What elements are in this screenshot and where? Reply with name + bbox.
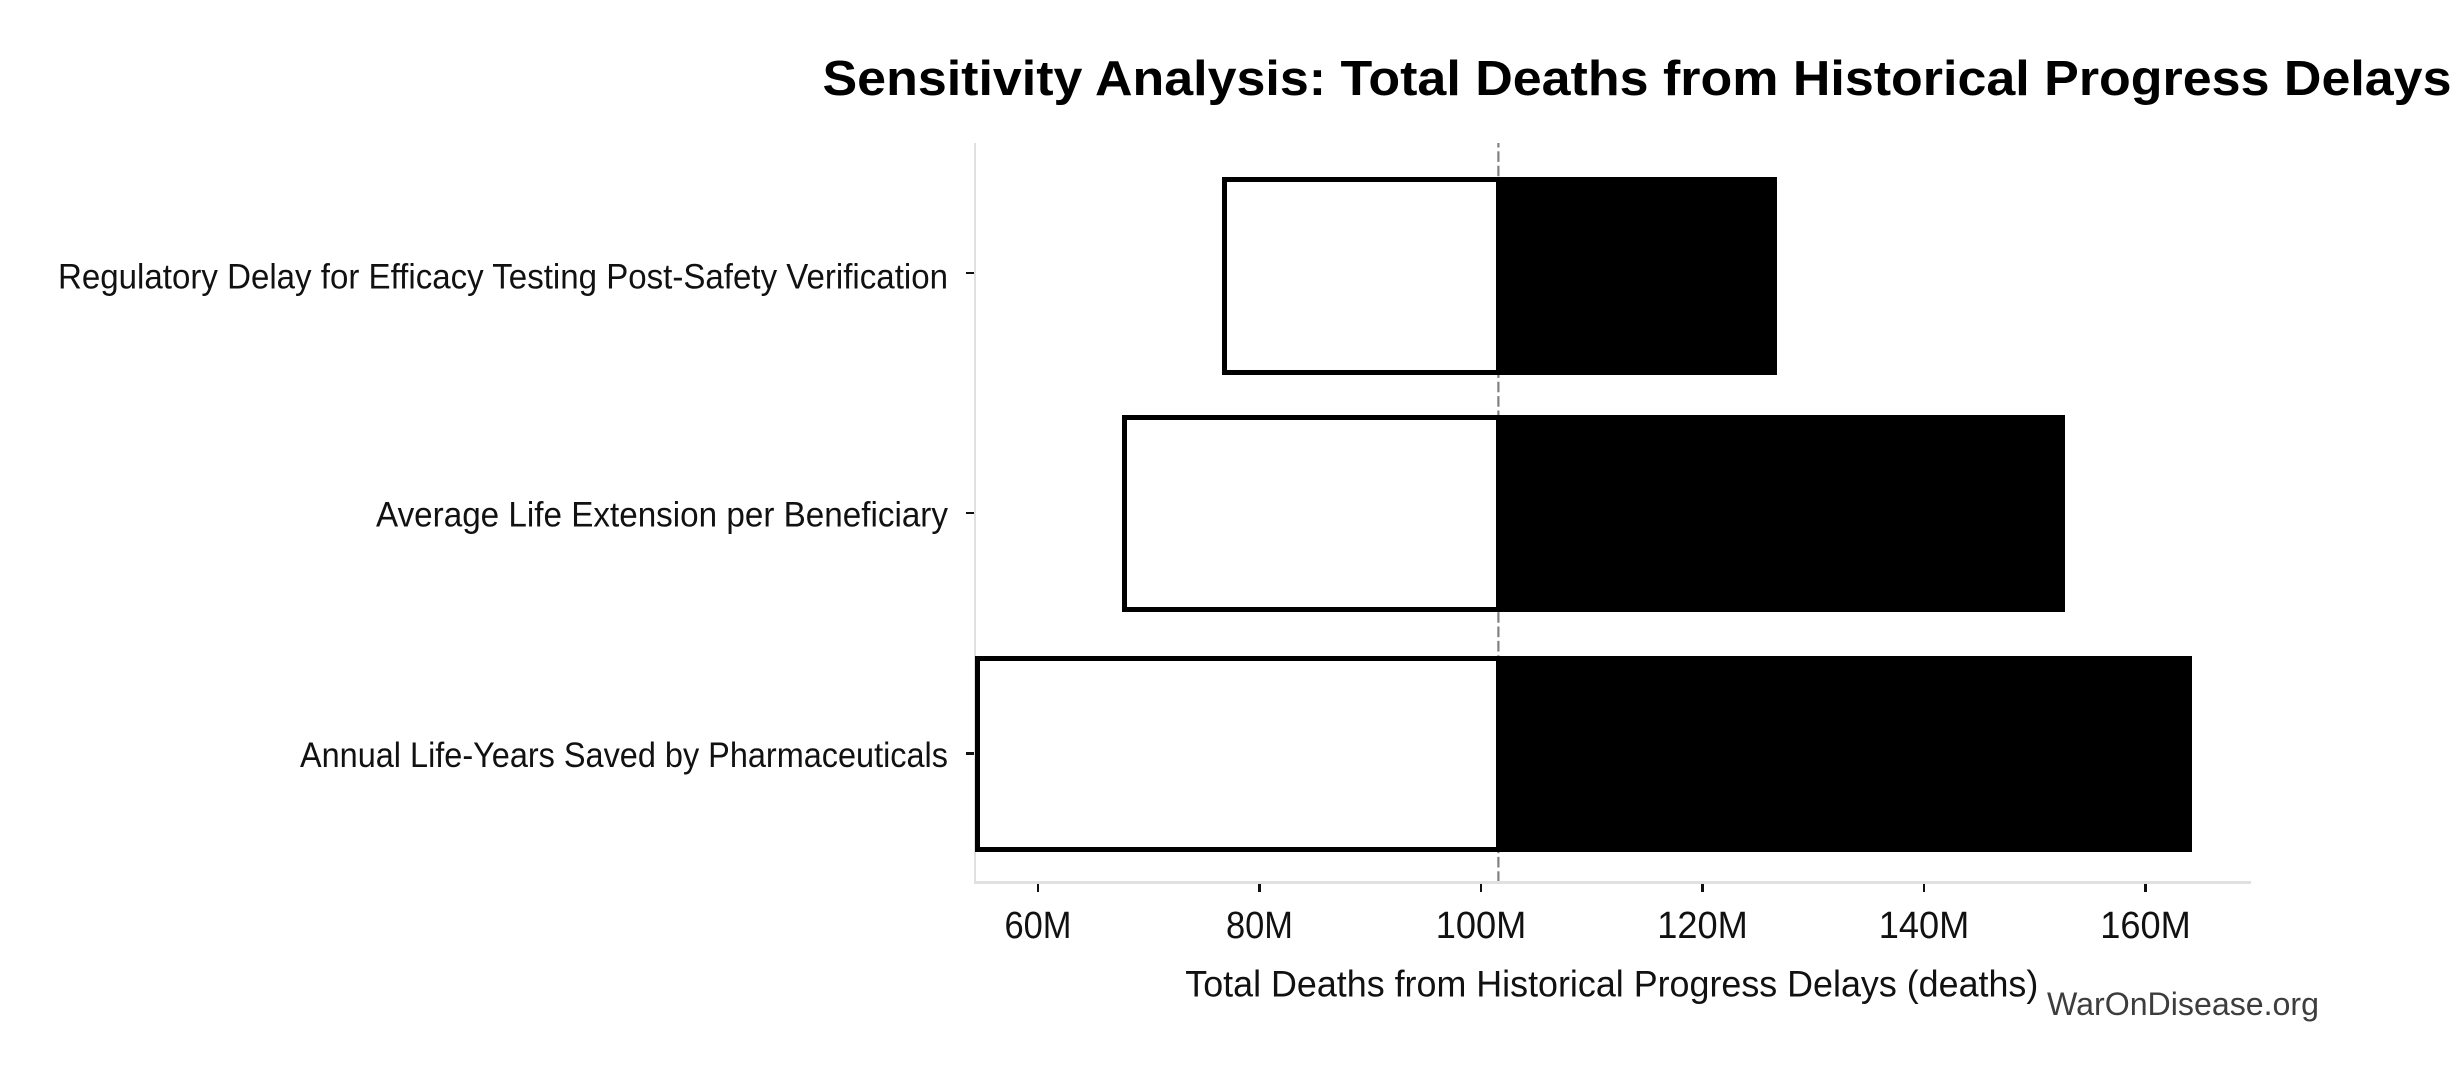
svg-text:160M: 160M — [2100, 905, 2191, 947]
svg-text:100M: 100M — [1436, 905, 1527, 947]
svg-text:Average Life Extension per Ben: Average Life Extension per Beneficiary — [376, 495, 948, 534]
svg-text:WarOnDisease.org: WarOnDisease.org — [2047, 986, 2319, 1022]
svg-text:Sensitivity Analysis: Total De: Sensitivity Analysis: Total Deaths from … — [823, 51, 2452, 106]
svg-text:Total Deaths from Historical P: Total Deaths from Historical Progress De… — [1185, 963, 2038, 1005]
svg-text:80M: 80M — [1226, 905, 1293, 947]
svg-text:60M: 60M — [1005, 905, 1072, 947]
svg-text:Annual Life-Years Saved by Pha: Annual Life-Years Saved by Pharmaceutica… — [300, 736, 948, 775]
svg-text:120M: 120M — [1657, 905, 1748, 947]
svg-text:140M: 140M — [1879, 905, 1970, 947]
svg-text:Regulatory Delay for Efficacy: Regulatory Delay for Efficacy Testing Po… — [58, 257, 948, 296]
